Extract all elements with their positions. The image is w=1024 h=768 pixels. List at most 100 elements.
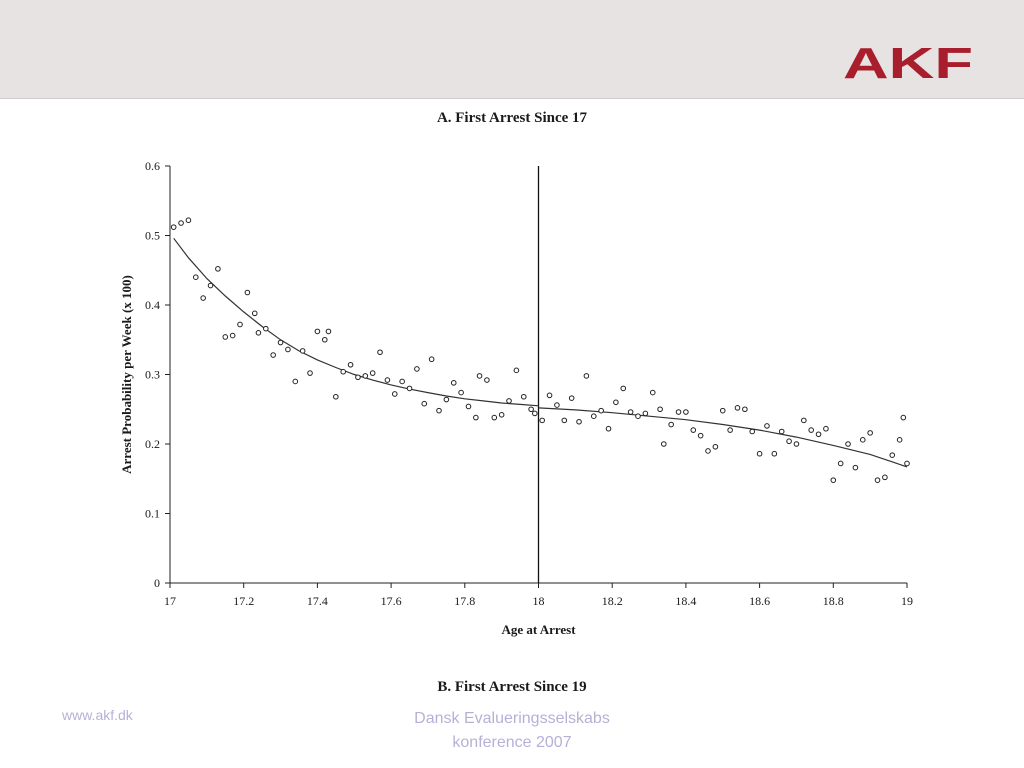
- footer-url[interactable]: www.akf.dk: [62, 707, 133, 723]
- data-point: [391, 391, 398, 397]
- y-tick-label: 0.5: [145, 229, 160, 243]
- data-point: [450, 380, 457, 386]
- conference-line-2: konference 2007: [452, 734, 572, 751]
- chart-title: A. First Arrest Since 17: [436, 110, 588, 126]
- x-tick-label: 18: [533, 594, 545, 608]
- data-point: [484, 377, 490, 383]
- data-point: [734, 405, 741, 411]
- data-point: [675, 409, 682, 415]
- data-point: [340, 368, 346, 375]
- data-point: [292, 378, 299, 385]
- data-point: [620, 385, 627, 392]
- data-point: [251, 310, 258, 317]
- data-point: [215, 266, 221, 272]
- data-point: [498, 412, 505, 418]
- data-point: [801, 417, 807, 424]
- data-point: [845, 441, 851, 447]
- data-point: [491, 414, 498, 421]
- data-point: [285, 346, 291, 353]
- y-tick-label: 0.1: [145, 507, 160, 521]
- header-bar: AKF: [0, 0, 1024, 99]
- data-point: [307, 370, 313, 376]
- data-point: [823, 425, 829, 432]
- data-point: [778, 428, 785, 435]
- scatter-chart: 0 0.1 0.2 0.3 0.4 0.5 0.6 17 17.2 17.4 17.6 17.8 18 1…: [119, 159, 913, 637]
- data-point: [263, 325, 269, 332]
- y-tick-label: 0: [154, 576, 160, 590]
- data-point: [465, 403, 472, 410]
- data-point: [414, 366, 420, 372]
- data-point: [786, 438, 792, 445]
- data-point: [660, 441, 667, 447]
- x-tick-label: 18.2: [602, 594, 623, 608]
- x-tick-label: 17: [164, 594, 176, 608]
- data-point: [178, 220, 184, 226]
- data-point: [900, 414, 907, 421]
- data-point: [764, 423, 770, 429]
- data-point: [192, 274, 199, 281]
- data-point: [299, 348, 306, 354]
- x-tick-label: 17.6: [381, 594, 402, 608]
- data-point: [705, 448, 711, 454]
- y-tick-label: 0.2: [145, 437, 160, 451]
- data-point: [255, 330, 262, 336]
- y-tick-label: 0.6: [145, 159, 160, 173]
- data-point: [852, 464, 859, 471]
- data-point: [771, 450, 778, 457]
- x-tick-label: 18.8: [823, 594, 844, 608]
- data-point: [222, 334, 229, 340]
- data-point: [513, 367, 520, 374]
- fit-curve-left: [173, 237, 539, 407]
- data-point: [406, 385, 413, 392]
- data-point: [613, 399, 619, 406]
- data-point: [583, 373, 590, 379]
- data-point: [325, 328, 332, 335]
- data-point: [627, 409, 634, 415]
- data-point: [333, 393, 339, 400]
- x-tick-label: 17.2: [233, 594, 254, 608]
- data-point: [520, 393, 527, 400]
- x-axis-label: Age at Arrest: [501, 622, 576, 637]
- data-point: [244, 289, 251, 296]
- conference-line-1: Dansk Evalueringsselskabs: [414, 710, 610, 727]
- data-point: [185, 217, 192, 224]
- x-tick-label: 18.4: [675, 594, 696, 608]
- data-point: [605, 425, 612, 432]
- data-point: [321, 336, 328, 343]
- data-point: [314, 328, 321, 335]
- y-tick-label: 0.4: [145, 298, 160, 312]
- data-point: [528, 406, 534, 413]
- data-point: [270, 352, 276, 358]
- data-point: [473, 414, 479, 421]
- data-point: [369, 370, 376, 376]
- data-point: [649, 389, 656, 396]
- akf-logo: AKF: [843, 42, 973, 82]
- data-point: [719, 407, 726, 414]
- data-point: [476, 373, 483, 379]
- data-point: [712, 443, 719, 450]
- data-point: [229, 332, 236, 339]
- data-point: [690, 427, 697, 433]
- data-point: [598, 407, 604, 414]
- panel-b-title: B. First Arrest Since 19: [437, 679, 587, 695]
- data-point: [355, 374, 361, 381]
- data-point: [668, 421, 674, 428]
- data-point: [642, 410, 649, 417]
- data-point: [277, 339, 284, 346]
- data-point: [727, 427, 733, 433]
- data-point: [436, 407, 442, 414]
- data-point: [443, 396, 450, 403]
- data-point: [362, 373, 369, 379]
- y-axis-label: Arrest Probability per Week (x 100): [119, 275, 134, 474]
- data-point: [532, 410, 538, 417]
- data-point: [539, 417, 545, 424]
- data-point: [561, 417, 568, 424]
- data-point: [170, 224, 177, 230]
- data-point: [904, 460, 910, 467]
- data-point: [421, 400, 428, 407]
- data-point: [200, 295, 206, 301]
- data-point: [749, 428, 756, 435]
- data-point: [683, 409, 689, 415]
- data-point: [896, 437, 903, 443]
- data-point: [237, 321, 243, 328]
